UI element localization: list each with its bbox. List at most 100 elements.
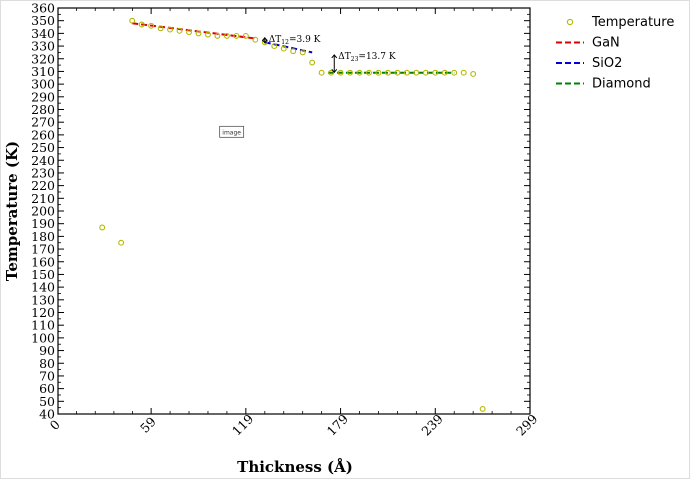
y-tick-label: 50 <box>39 394 55 409</box>
annotation-suffix: =13.7 K <box>358 52 395 62</box>
y-tick-label: 250 <box>31 140 55 155</box>
annotation-subscript: 23 <box>351 56 359 63</box>
data-point <box>403 69 410 76</box>
data-point <box>318 69 325 76</box>
data-point <box>280 45 287 52</box>
y-tick-label: 280 <box>31 102 55 117</box>
data-point <box>242 32 249 39</box>
y-tick-label: 180 <box>31 229 55 244</box>
data-point <box>167 26 174 33</box>
data-point <box>176 27 183 34</box>
data-point <box>451 69 458 76</box>
y-tick-label: 240 <box>31 153 55 168</box>
data-point <box>252 36 259 43</box>
y-tick-label: 310 <box>31 64 55 79</box>
annotation-arrow-head-bottom <box>261 39 268 44</box>
legend-label: GaN <box>592 36 620 51</box>
image-placeholder-label: image <box>222 129 241 136</box>
y-tick-label: 300 <box>31 77 55 92</box>
data-point <box>223 32 230 39</box>
image-placeholder-box <box>219 125 245 138</box>
data-point <box>118 239 125 246</box>
y-tick-label: 360 <box>31 1 55 16</box>
annotation-arrow-head-top <box>331 54 338 59</box>
y-tick-label: 270 <box>31 115 55 130</box>
y-tick-label: 150 <box>31 267 55 282</box>
data-point <box>309 59 316 66</box>
data-point <box>99 224 106 231</box>
data-point <box>460 69 467 76</box>
y-tick-label: 220 <box>31 178 55 193</box>
y-tick-label: 290 <box>31 89 55 104</box>
data-point <box>441 69 448 76</box>
data-point <box>195 30 202 37</box>
y-tick-label: 120 <box>31 305 55 320</box>
legend-label: SiO2 <box>592 56 622 71</box>
data-point <box>138 21 145 28</box>
y-tick-label: 260 <box>31 127 55 142</box>
annotation-arrow-head-bottom <box>331 69 338 74</box>
data-point <box>384 69 391 76</box>
annotation-subscript: 12 <box>281 39 289 46</box>
data-point <box>148 22 155 29</box>
y-tick-label: 140 <box>31 280 55 295</box>
y-tick-label: 40 <box>39 407 55 422</box>
data-point <box>394 69 401 76</box>
data-point <box>479 405 486 412</box>
y-tick-label: 170 <box>31 242 55 257</box>
axes: 4050607080901001101201301401501601701801… <box>31 1 540 439</box>
series-line-gan <box>132 22 256 40</box>
legend-marker-temperature <box>566 18 574 26</box>
y-tick-label: 90 <box>39 343 55 358</box>
data-point <box>366 69 372 76</box>
plot-background <box>58 8 530 414</box>
x-axis-label: Thickness (Å) <box>237 458 353 476</box>
y-tick-label: 110 <box>31 318 55 333</box>
data-point <box>186 29 192 36</box>
y-tick-label: 210 <box>31 191 55 206</box>
data-point <box>157 25 164 32</box>
plot-frame <box>57 7 531 415</box>
y-axis-label: Temperature (K) <box>3 141 21 281</box>
data-point <box>290 48 297 55</box>
y-tick-label: 160 <box>31 254 55 269</box>
data-point <box>271 43 278 50</box>
annotation-arrow-head-top <box>261 37 268 42</box>
data-point <box>328 69 335 76</box>
y-tick-label: 70 <box>39 368 55 383</box>
y-tick-label: 340 <box>31 26 55 41</box>
data-point <box>347 69 353 76</box>
y-tick-label: 200 <box>31 204 55 219</box>
data-point <box>422 69 429 76</box>
annotation-label: ΔT23=13.7 K <box>338 52 396 63</box>
annotation-prefix: ΔT <box>338 52 351 62</box>
legend: Temperature GaN SiO2 Diamond <box>556 15 674 92</box>
data-point <box>129 17 136 24</box>
legend-label: Diamond <box>592 77 651 92</box>
y-tick-label: 230 <box>31 165 55 180</box>
data-point <box>375 69 382 76</box>
data-point <box>470 71 477 77</box>
data-point <box>299 49 306 56</box>
data-point <box>337 69 344 76</box>
y-tick-label: 330 <box>31 39 55 54</box>
data-point <box>356 69 363 76</box>
annotation-prefix: ΔT <box>269 35 282 45</box>
data-point <box>233 32 240 39</box>
y-tick-label: 350 <box>31 13 55 28</box>
y-tick-label: 100 <box>31 330 55 345</box>
plot-area <box>58 8 530 414</box>
legend-label: Temperature <box>591 15 674 30</box>
data-point <box>214 32 221 39</box>
y-tick-label: 190 <box>31 216 55 231</box>
y-tick-label: 80 <box>39 356 55 371</box>
y-tick-label: 130 <box>31 292 55 307</box>
data-point <box>205 31 211 38</box>
annotation-label: ΔT12=3.9 K <box>269 35 321 46</box>
data-point <box>413 69 420 76</box>
data-point <box>432 69 439 76</box>
y-tick-label: 320 <box>31 51 55 66</box>
y-tick-label: 60 <box>39 381 55 396</box>
